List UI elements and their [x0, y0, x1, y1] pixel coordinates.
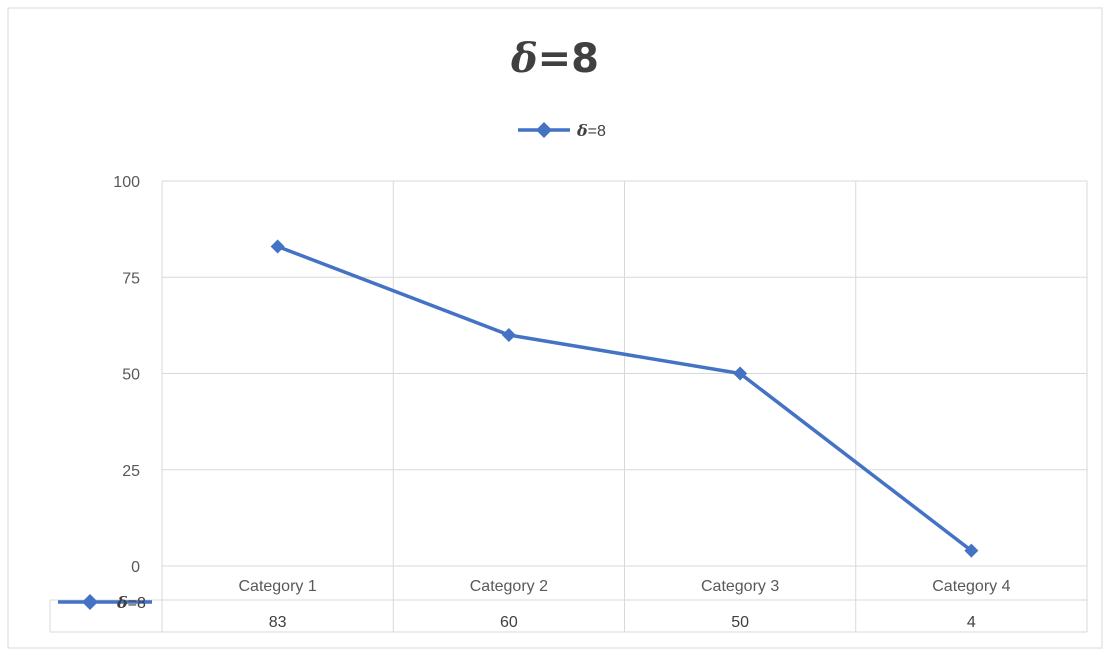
y-tick-label: 75 [122, 270, 140, 287]
chart-title-rest: =8 [538, 36, 599, 82]
y-tick-label: 100 [113, 174, 140, 191]
y-tick-label: 25 [122, 463, 140, 480]
table-value-cell: 83 [269, 614, 287, 631]
table-legend-diamond-marker [82, 594, 98, 610]
table-series-label-symbol: δ [116, 593, 128, 612]
chart-title-symbol: δ [510, 35, 538, 82]
chart-border [8, 8, 1102, 648]
table-value-cell: 4 [967, 614, 976, 631]
table-value-cell: 50 [731, 614, 749, 631]
legend-label: δ=8 [576, 121, 606, 140]
legend-label-symbol: δ [576, 121, 588, 140]
legend-diamond-marker [536, 122, 552, 138]
legend-label-rest: =8 [588, 123, 606, 140]
table-series-label-rest: =8 [128, 595, 146, 612]
data-table: δ=8 83 60 50 4 [58, 593, 976, 631]
x-category-label: Category 3 [701, 578, 779, 595]
legend: δ=8 [518, 121, 606, 140]
x-category-label: Category 4 [932, 578, 1010, 595]
gridlines [50, 181, 1087, 632]
data-point-marker [502, 328, 516, 342]
data-point-marker [271, 239, 285, 253]
y-tick-label: 50 [122, 367, 140, 384]
x-category-label: Category 1 [238, 578, 316, 595]
table-series-label: δ=8 [116, 593, 146, 612]
y-tick-label: 0 [131, 559, 140, 576]
y-axis-tick-labels: 0 25 50 75 100 [113, 174, 140, 576]
chart-title: δ=8 [510, 35, 599, 82]
x-category-label: Category 2 [470, 578, 548, 595]
table-value-cell: 60 [500, 614, 518, 631]
